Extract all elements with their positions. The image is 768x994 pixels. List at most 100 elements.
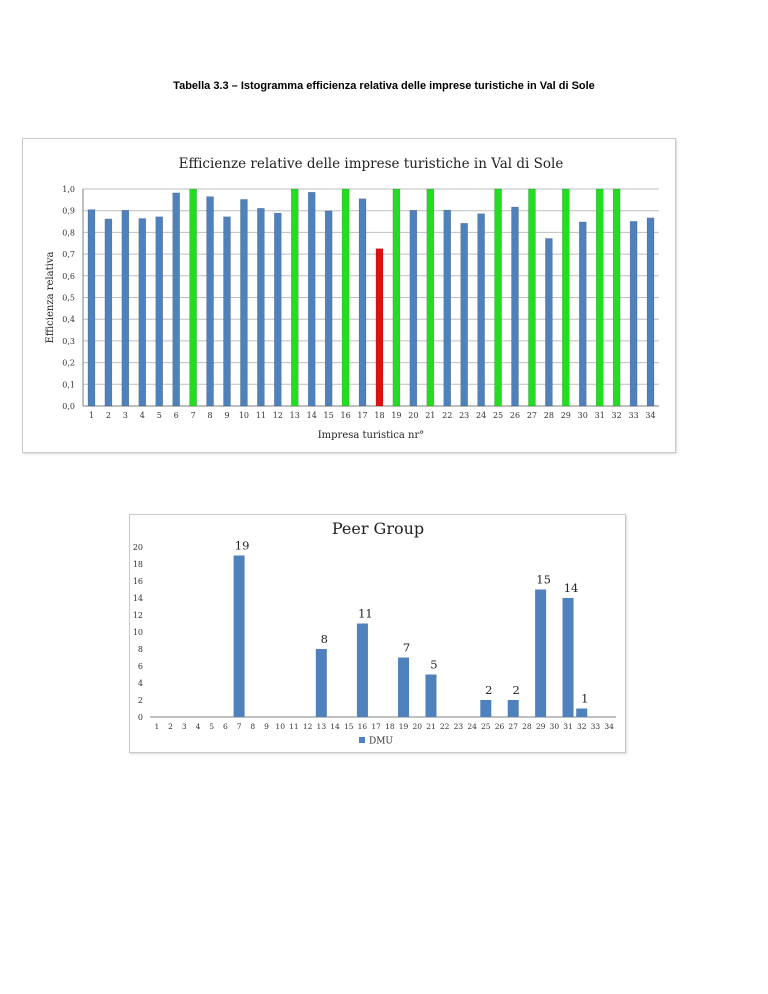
x-tick-label: 4	[140, 411, 145, 420]
bar	[87, 209, 96, 407]
bar	[324, 210, 333, 407]
x-tick-label: 14	[307, 411, 317, 420]
bar	[535, 589, 547, 717]
x-tick-label: 19	[391, 411, 401, 420]
x-tick-label: 17	[357, 411, 367, 420]
x-tick-label: 18	[374, 411, 384, 420]
x-tick-label: 3	[123, 411, 128, 420]
x-tick-label: 29	[536, 722, 546, 731]
x-axis-label: Impresa turistica nr°	[318, 430, 425, 441]
x-tick-label: 20	[412, 722, 422, 731]
bar	[341, 188, 350, 407]
data-label: 8	[321, 632, 328, 646]
x-tick-label: 25	[481, 722, 491, 731]
x-tick-label: 6	[223, 722, 228, 731]
bar	[233, 555, 245, 717]
y-tick-label: 0,8	[62, 228, 75, 237]
x-tick-label: 9	[264, 722, 269, 731]
bar	[545, 238, 553, 407]
y-tick-label: 0,6	[62, 272, 75, 281]
y-tick-label: 0,9	[62, 207, 75, 216]
legend-swatch	[359, 737, 365, 743]
bar	[511, 206, 519, 407]
bar	[612, 188, 621, 407]
bar	[172, 192, 180, 407]
bar	[307, 192, 316, 407]
x-tick-label: 33	[628, 411, 638, 420]
bar	[155, 216, 163, 407]
x-tick-label: 34	[645, 411, 655, 420]
bar	[409, 210, 418, 407]
x-tick-label: 2	[106, 411, 111, 420]
x-tick-label: 22	[442, 411, 452, 420]
x-tick-label: 12	[303, 722, 313, 731]
x-tick-label: 18	[385, 722, 395, 731]
data-label: 14	[564, 581, 579, 595]
chart-title: Efficienze relative delle imprese turist…	[179, 156, 564, 172]
x-tick-label: 21	[426, 722, 436, 731]
data-label: 15	[536, 573, 551, 587]
bar	[315, 649, 327, 717]
bar	[392, 188, 401, 407]
x-tick-label: 25	[493, 411, 503, 420]
bar	[629, 221, 638, 407]
y-axis-label: Efficienza relativa	[45, 252, 56, 344]
y-tick-label: 1,0	[62, 185, 75, 194]
data-label: 5	[430, 658, 437, 672]
x-tick-label: 8	[250, 722, 255, 731]
x-tick-label: 13	[290, 411, 300, 420]
bar	[562, 188, 570, 407]
x-tick-label: 7	[191, 411, 196, 420]
x-tick-label: 23	[454, 722, 464, 731]
x-tick-label: 34	[604, 722, 614, 731]
y-tick-label: 0,0	[62, 402, 75, 411]
y-tick-label: 0,5	[62, 294, 75, 303]
x-tick-label: 11	[289, 722, 299, 731]
x-tick-label: 16	[340, 411, 350, 420]
bar	[477, 213, 485, 407]
y-tick-label: 14	[133, 594, 143, 603]
x-tick-label: 10	[275, 722, 285, 731]
bar	[189, 188, 197, 407]
y-tick-label: 0,4	[62, 315, 75, 324]
x-tick-label: 23	[459, 411, 469, 420]
bar	[138, 218, 147, 407]
x-tick-label: 12	[273, 411, 283, 420]
x-tick-label: 22	[440, 722, 450, 731]
bar	[291, 188, 299, 407]
bar	[358, 198, 367, 407]
x-tick-label: 14	[330, 722, 340, 731]
x-tick-label: 24	[467, 722, 477, 731]
x-tick-label: 32	[612, 411, 622, 420]
bar	[646, 217, 655, 407]
y-tick-label: 18	[133, 560, 143, 569]
x-tick-label: 31	[595, 411, 605, 420]
y-tick-label: 0,7	[62, 250, 75, 259]
x-tick-label: 4	[196, 722, 201, 731]
data-label: 2	[513, 683, 520, 697]
bar	[579, 221, 587, 407]
bar	[223, 216, 231, 407]
x-tick-label: 10	[239, 411, 249, 420]
data-label: 7	[403, 641, 410, 655]
data-label: 11	[358, 607, 373, 621]
bar	[375, 248, 384, 407]
data-label: 19	[235, 539, 250, 553]
x-tick-label: 30	[578, 411, 588, 420]
x-tick-label: 1	[154, 722, 159, 731]
x-tick-label: 1	[89, 411, 94, 420]
bar	[257, 208, 265, 407]
x-tick-label: 15	[344, 722, 354, 731]
efficiency-chart-svg: Efficienze relative delle imprese turist…	[45, 156, 659, 441]
x-tick-label: 5	[157, 411, 162, 420]
x-tick-label: 13	[317, 722, 327, 731]
x-tick-label: 3	[182, 722, 187, 731]
peer-group-chart: Peer Group 0 2 4 6 8 10 12 14 16 18 20 1 2 3 4 5 6 19 7 8 9 10…	[129, 514, 626, 753]
y-tick-label: 20	[133, 543, 143, 552]
data-label: 1	[581, 692, 588, 706]
bar	[240, 199, 248, 407]
x-tick-label: 27	[508, 722, 518, 731]
y-tick-label: 6	[138, 662, 143, 671]
x-tick-label: 15	[324, 411, 334, 420]
